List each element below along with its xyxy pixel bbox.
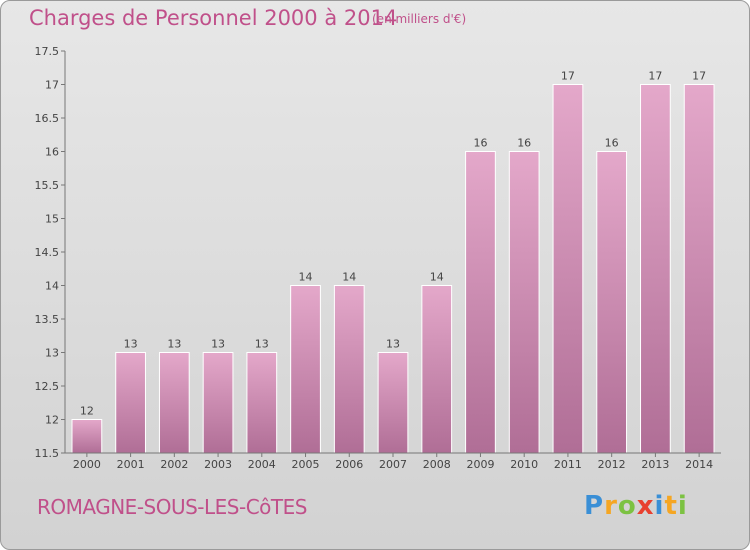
x-tick-label: 2007 — [379, 458, 407, 471]
y-tick-label: 12.5 — [35, 380, 60, 393]
x-tick-label: 2010 — [510, 458, 538, 471]
x-tick-label: 2009 — [466, 458, 494, 471]
x-tick-label: 2003 — [204, 458, 232, 471]
logo-letter: o — [617, 491, 637, 521]
y-tick-label: 13 — [45, 347, 59, 360]
bar-value-label: 13 — [255, 338, 269, 351]
bar — [377, 352, 409, 454]
logo-letter: i — [654, 491, 665, 521]
y-tick-label: 17 — [45, 79, 59, 92]
bar — [246, 352, 278, 454]
logo-letter: x — [636, 491, 655, 521]
bar — [552, 84, 584, 454]
x-tick-label: 2005 — [292, 458, 320, 471]
bar — [465, 151, 496, 454]
bar — [683, 84, 715, 454]
x-tick-label: 2012 — [598, 458, 626, 471]
y-tick-label: 11.5 — [35, 447, 60, 460]
logo-letter: r — [604, 491, 618, 521]
x-tick-label: 2008 — [423, 458, 451, 471]
x-tick-label: 2000 — [73, 458, 101, 471]
bar — [596, 151, 628, 454]
bar-value-label: 17 — [648, 70, 662, 83]
logo-letter: t — [664, 491, 678, 521]
bar — [421, 285, 453, 454]
y-tick-label: 14 — [45, 280, 59, 293]
bar — [202, 352, 234, 454]
x-tick-label: 2004 — [248, 458, 276, 471]
x-tick-label: 2011 — [554, 458, 582, 471]
proxiti-logo: Proxiti — [584, 491, 688, 521]
bar — [115, 352, 146, 454]
bar-value-label: 16 — [517, 137, 531, 150]
bar — [333, 285, 365, 454]
chart-subtitle: (en milliers d'€) — [372, 12, 467, 26]
chart-title: Charges de Personnel 2000 à 2014 — [29, 6, 398, 30]
logo-letter: i — [677, 491, 688, 521]
y-tick-label: 16.5 — [35, 112, 60, 125]
y-axis: 11.5 12 12.5 13 13.5 14 14.5 15 15.5 16 16.5 17 17.5 — [35, 45, 66, 460]
bar — [290, 285, 321, 454]
bar-value-label: 17 — [561, 70, 575, 83]
x-tick-label: 2002 — [160, 458, 188, 471]
bar — [508, 151, 540, 454]
y-tick-label: 13.5 — [35, 313, 60, 326]
bars-group: 12 13 13 13 13 14 14 13 14 16 16 17 16 17 17 — [71, 70, 715, 454]
bar-value-label: 16 — [605, 137, 619, 150]
bar-value-label: 16 — [473, 137, 487, 150]
bar-value-label: 14 — [342, 271, 356, 284]
bar-value-label: 13 — [211, 338, 225, 351]
y-tick-label: 15 — [45, 213, 59, 226]
bar — [158, 352, 190, 454]
commune-name: ROMAGNE-SOUS-LES-CôTES — [37, 495, 307, 519]
bar-value-label: 12 — [80, 405, 94, 418]
bar-value-label: 17 — [692, 70, 706, 83]
y-tick-label: 16 — [45, 146, 59, 159]
y-tick-label: 17.5 — [35, 45, 60, 58]
logo-letter: P — [584, 491, 605, 521]
x-tick-label: 2014 — [685, 458, 713, 471]
x-tick-label: 2013 — [641, 458, 669, 471]
bar-value-label: 13 — [386, 338, 400, 351]
bar-value-label: 14 — [299, 271, 313, 284]
bar — [640, 84, 671, 454]
bar — [71, 419, 103, 454]
x-axis: 2000 2001 2002 2003 2004 2005 2006 2007 2008 2009… — [65, 452, 721, 471]
y-tick-label: 12 — [45, 414, 59, 427]
bar-value-label: 14 — [430, 271, 444, 284]
bar-value-label: 13 — [124, 338, 138, 351]
y-tick-label: 15.5 — [35, 179, 60, 192]
bar-value-label: 13 — [167, 338, 181, 351]
x-tick-label: 2001 — [117, 458, 145, 471]
x-tick-label: 2006 — [335, 458, 363, 471]
y-tick-label: 14.5 — [35, 246, 60, 259]
